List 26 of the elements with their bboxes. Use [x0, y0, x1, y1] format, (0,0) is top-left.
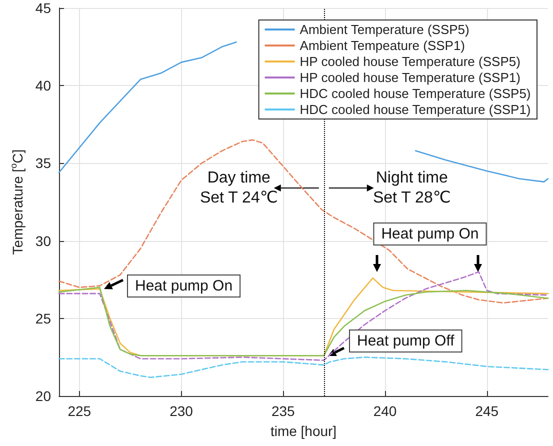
y-tick-label: 45: [35, 0, 52, 16]
line-series: [58, 356, 549, 378]
legend-label: HDC cooled house Temperature (SSP1): [300, 102, 531, 117]
y-tick-label: 20: [35, 388, 52, 404]
x-tick-label: 245: [475, 403, 499, 419]
annotation: Day time Set T 24℃: [200, 170, 278, 206]
legend-label: Ambient Temperature (SSP5): [300, 22, 470, 37]
y-axis-title: Temperature [oC]: [8, 149, 26, 255]
x-tick-label: 235: [271, 403, 296, 419]
annotation: Night time Set T 28℃: [372, 170, 451, 206]
legend-label: HDC cooled house Temperature (SSP5): [300, 86, 531, 101]
y-tick-label: 30: [35, 232, 52, 249]
x-tick-label: 240: [373, 403, 397, 419]
line-series: [58, 139, 549, 304]
annotation: Heat pump Off: [357, 332, 456, 350]
x-axis-title: time [hour]: [270, 423, 337, 439]
y-tick-label: 35: [35, 155, 52, 172]
y-tick-label: 25: [35, 310, 52, 326]
legend-label: HP cooled house Temperature (SSP5): [300, 54, 520, 69]
legend-label: HP cooled house Temperature (SSP1): [300, 70, 520, 85]
y-tick-label: 40: [35, 78, 52, 94]
legend-label: Ambient Tempeature (SSP1): [300, 38, 466, 53]
annotation: Heat pump On: [381, 226, 479, 242]
annotation: Heat pump On: [135, 278, 233, 294]
x-tick-label: 225: [68, 403, 92, 419]
x-tick-label: 230: [170, 403, 194, 419]
